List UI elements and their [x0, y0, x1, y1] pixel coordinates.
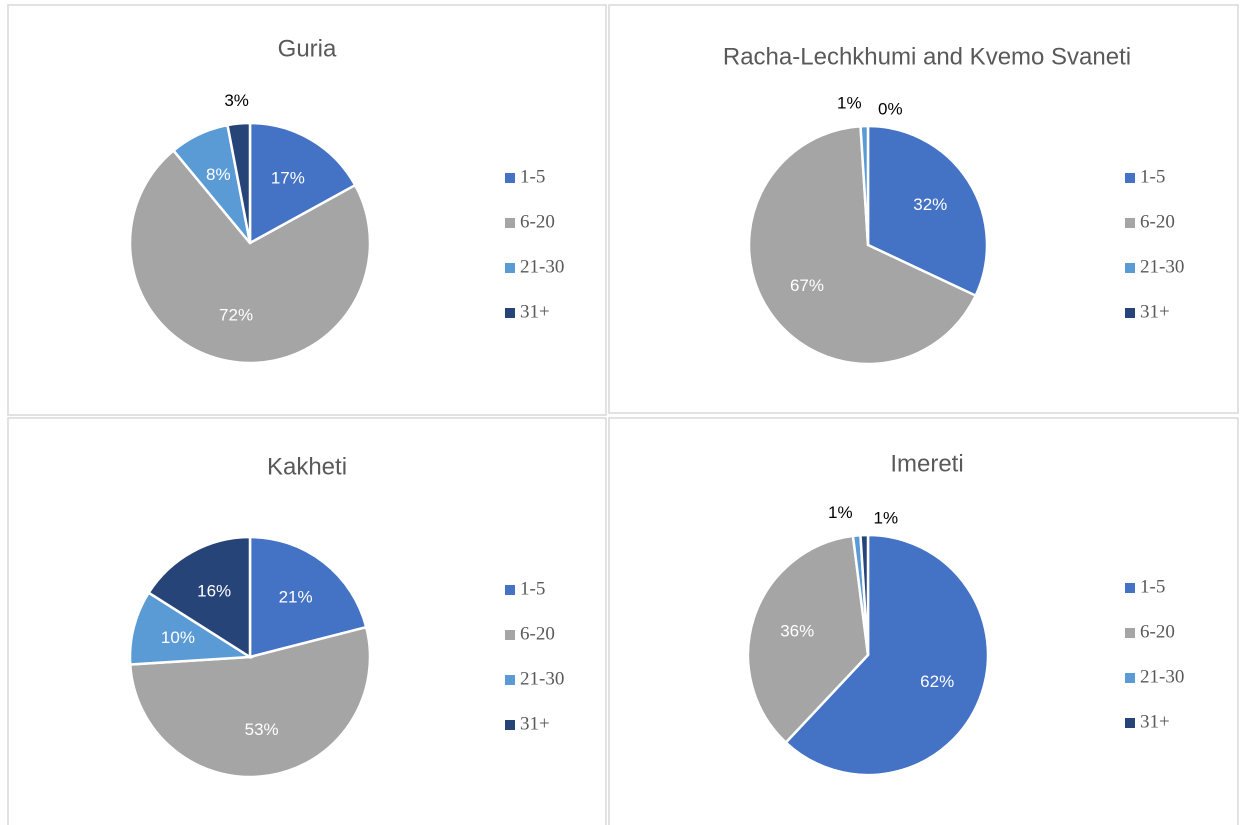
legend-marker: [1125, 218, 1135, 228]
legend-label: 31+: [520, 713, 550, 734]
pie-slice: [128, 625, 372, 779]
legend-label: 31+: [520, 301, 550, 322]
legend-marker: [505, 585, 515, 595]
data-label: 16%: [197, 581, 231, 600]
chart-title: Kakheti: [267, 453, 347, 480]
pie-slice: [226, 121, 252, 244]
legend-label: 21-30: [520, 256, 564, 277]
pie-slice: [746, 534, 870, 745]
pie-slice: [859, 124, 870, 246]
legend-marker: [1125, 628, 1135, 638]
pie-slice: [248, 535, 368, 659]
legend-label: 6-20: [1140, 621, 1175, 642]
legend-label: 21-30: [520, 668, 564, 689]
legend-label: 1-5: [1140, 166, 1165, 187]
legend-marker: [1125, 173, 1135, 183]
legend-marker: [505, 173, 515, 183]
pie-slice: [784, 533, 990, 777]
legend-label: 6-20: [1140, 211, 1175, 232]
legend-marker: [505, 308, 515, 318]
legend-marker: [1125, 583, 1135, 593]
data-label: 62%: [920, 672, 954, 691]
pie-slice: [128, 148, 372, 365]
data-label: 72%: [219, 306, 253, 325]
pie-slice: [146, 535, 252, 660]
legend-marker: [505, 720, 515, 730]
legend-marker: [505, 218, 515, 228]
data-label: 21%: [279, 588, 313, 607]
legend-marker: [1125, 673, 1135, 683]
legend-marker: [1125, 263, 1135, 273]
data-label: 1%: [837, 94, 862, 113]
data-label: 53%: [245, 720, 279, 739]
legend-marker: [505, 630, 515, 640]
legend-label: 1-5: [520, 578, 545, 599]
data-label: 3%: [224, 91, 249, 110]
data-label: 67%: [790, 276, 824, 295]
legend-label: 31+: [1140, 711, 1170, 732]
data-label: 10%: [161, 628, 195, 647]
pie-slice: [128, 590, 254, 666]
pie-slice: [248, 121, 357, 246]
data-label: 32%: [913, 195, 947, 214]
chart-title: Imereti: [890, 450, 963, 477]
chart-title: Racha-Lechkhumi and Kvemo Svaneti: [723, 43, 1131, 70]
pie-slice: [747, 124, 978, 366]
legend-label: 1-5: [520, 166, 545, 187]
data-label: 36%: [780, 621, 814, 640]
data-label: 1%: [828, 503, 853, 522]
legend-label: 1-5: [1140, 576, 1165, 597]
pie-slice: [866, 124, 989, 298]
legend-marker: [505, 675, 515, 685]
legend-marker: [505, 263, 515, 273]
legend-marker: [1125, 308, 1135, 318]
legend-marker: [1125, 718, 1135, 728]
legend-label: 21-30: [1140, 256, 1184, 277]
legend-label: 6-20: [520, 623, 555, 644]
chart-title: Guria: [278, 35, 337, 62]
legend-label: 31+: [1140, 301, 1170, 322]
pie-slice: [859, 533, 870, 656]
legend-label: 21-30: [1140, 666, 1184, 687]
data-label: 17%: [271, 168, 305, 187]
data-label: 8%: [206, 165, 231, 184]
data-label: 0%: [878, 99, 903, 118]
legend-label: 6-20: [520, 211, 555, 232]
data-label: 1%: [874, 509, 899, 528]
